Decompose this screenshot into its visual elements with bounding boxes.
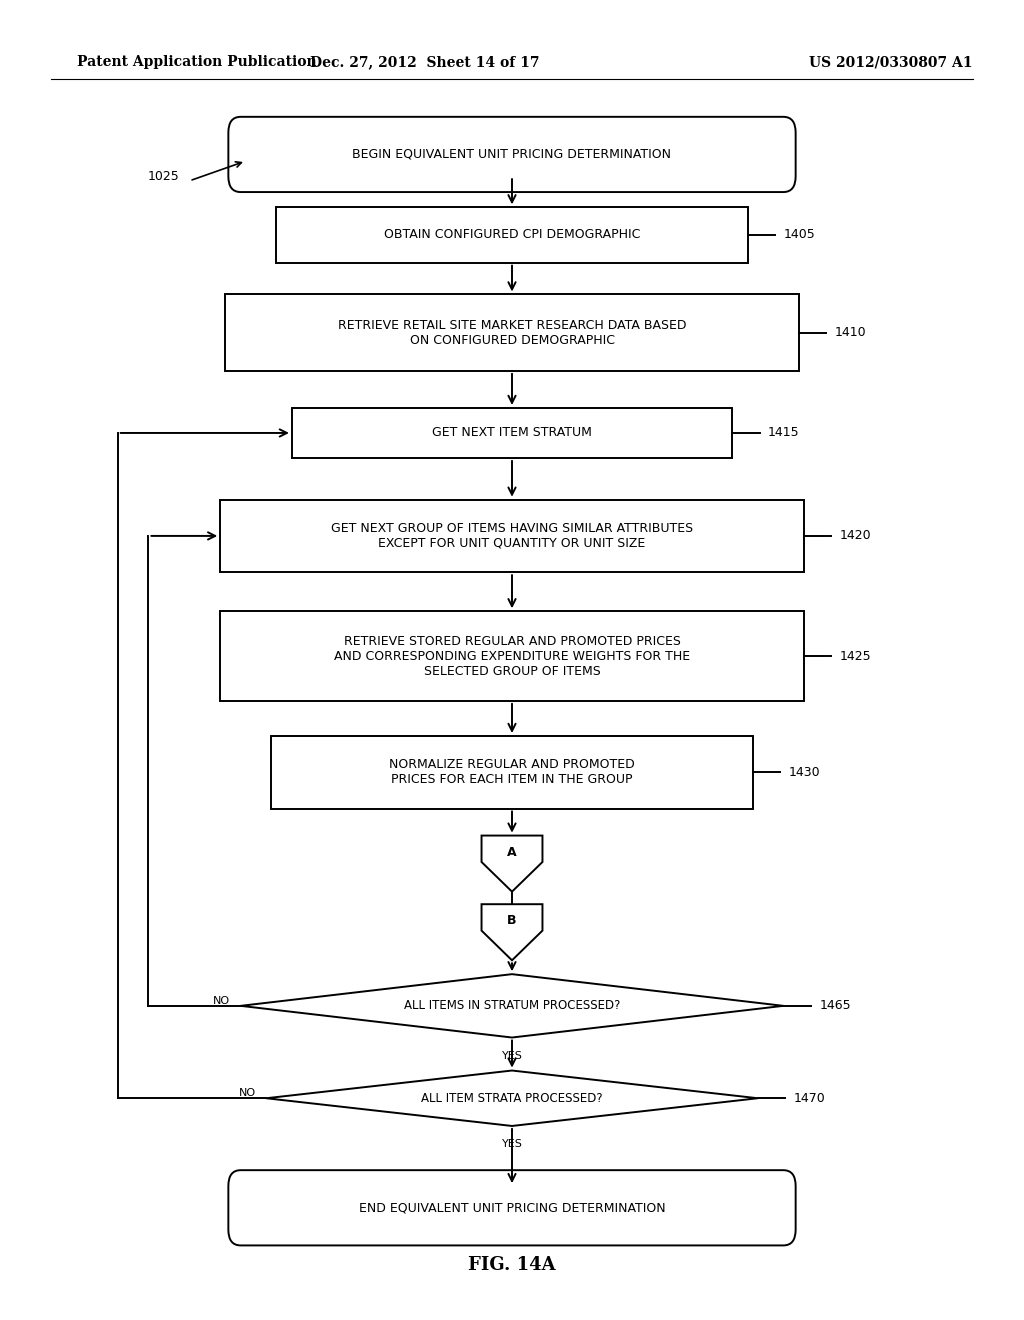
Text: YES: YES	[502, 1139, 522, 1150]
Text: A: A	[507, 846, 517, 858]
Text: GET NEXT GROUP OF ITEMS HAVING SIMILAR ATTRIBUTES
EXCEPT FOR UNIT QUANTITY OR UN: GET NEXT GROUP OF ITEMS HAVING SIMILAR A…	[331, 521, 693, 550]
Text: ALL ITEM STRATA PROCESSED?: ALL ITEM STRATA PROCESSED?	[421, 1092, 603, 1105]
Text: 1420: 1420	[840, 529, 871, 543]
Text: US 2012/0330807 A1: US 2012/0330807 A1	[809, 55, 973, 69]
Text: 1465: 1465	[819, 999, 851, 1012]
Text: ALL ITEMS IN STRATUM PROCESSED?: ALL ITEMS IN STRATUM PROCESSED?	[403, 999, 621, 1012]
Text: NORMALIZE REGULAR AND PROMOTED
PRICES FOR EACH ITEM IN THE GROUP: NORMALIZE REGULAR AND PROMOTED PRICES FO…	[389, 758, 635, 787]
Bar	[225, 294, 799, 371]
Text: NO: NO	[213, 995, 230, 1006]
Bar	[292, 408, 732, 458]
Text: 1405: 1405	[783, 228, 815, 242]
Text: 1410: 1410	[835, 326, 866, 339]
Polygon shape	[481, 904, 543, 961]
Bar	[276, 207, 748, 263]
Text: YES: YES	[502, 1051, 522, 1061]
Bar	[271, 737, 753, 808]
FancyBboxPatch shape	[228, 1170, 796, 1246]
Text: 1425: 1425	[840, 649, 871, 663]
Text: Patent Application Publication: Patent Application Publication	[77, 55, 316, 69]
Text: END EQUIVALENT UNIT PRICING DETERMINATION: END EQUIVALENT UNIT PRICING DETERMINATIO…	[358, 1201, 666, 1214]
Text: 1415: 1415	[768, 426, 800, 440]
Polygon shape	[266, 1071, 758, 1126]
Bar	[220, 611, 804, 701]
Text: 1430: 1430	[788, 766, 820, 779]
Polygon shape	[241, 974, 783, 1038]
Text: 1470: 1470	[794, 1092, 825, 1105]
Polygon shape	[481, 836, 543, 892]
Text: RETRIEVE STORED REGULAR AND PROMOTED PRICES
AND CORRESPONDING EXPENDITURE WEIGHT: RETRIEVE STORED REGULAR AND PROMOTED PRI…	[334, 635, 690, 677]
Text: FIG. 14A: FIG. 14A	[468, 1255, 556, 1274]
Text: GET NEXT ITEM STRATUM: GET NEXT ITEM STRATUM	[432, 426, 592, 440]
Text: NO: NO	[239, 1088, 256, 1098]
Bar	[220, 500, 804, 573]
Text: RETRIEVE RETAIL SITE MARKET RESEARCH DATA BASED
ON CONFIGURED DEMOGRAPHIC: RETRIEVE RETAIL SITE MARKET RESEARCH DAT…	[338, 318, 686, 347]
Text: B: B	[507, 915, 517, 927]
Text: Dec. 27, 2012  Sheet 14 of 17: Dec. 27, 2012 Sheet 14 of 17	[310, 55, 540, 69]
FancyBboxPatch shape	[228, 116, 796, 191]
Text: 1025: 1025	[147, 170, 179, 183]
Text: BEGIN EQUIVALENT UNIT PRICING DETERMINATION: BEGIN EQUIVALENT UNIT PRICING DETERMINAT…	[352, 148, 672, 161]
Text: OBTAIN CONFIGURED CPI DEMOGRAPHIC: OBTAIN CONFIGURED CPI DEMOGRAPHIC	[384, 228, 640, 242]
